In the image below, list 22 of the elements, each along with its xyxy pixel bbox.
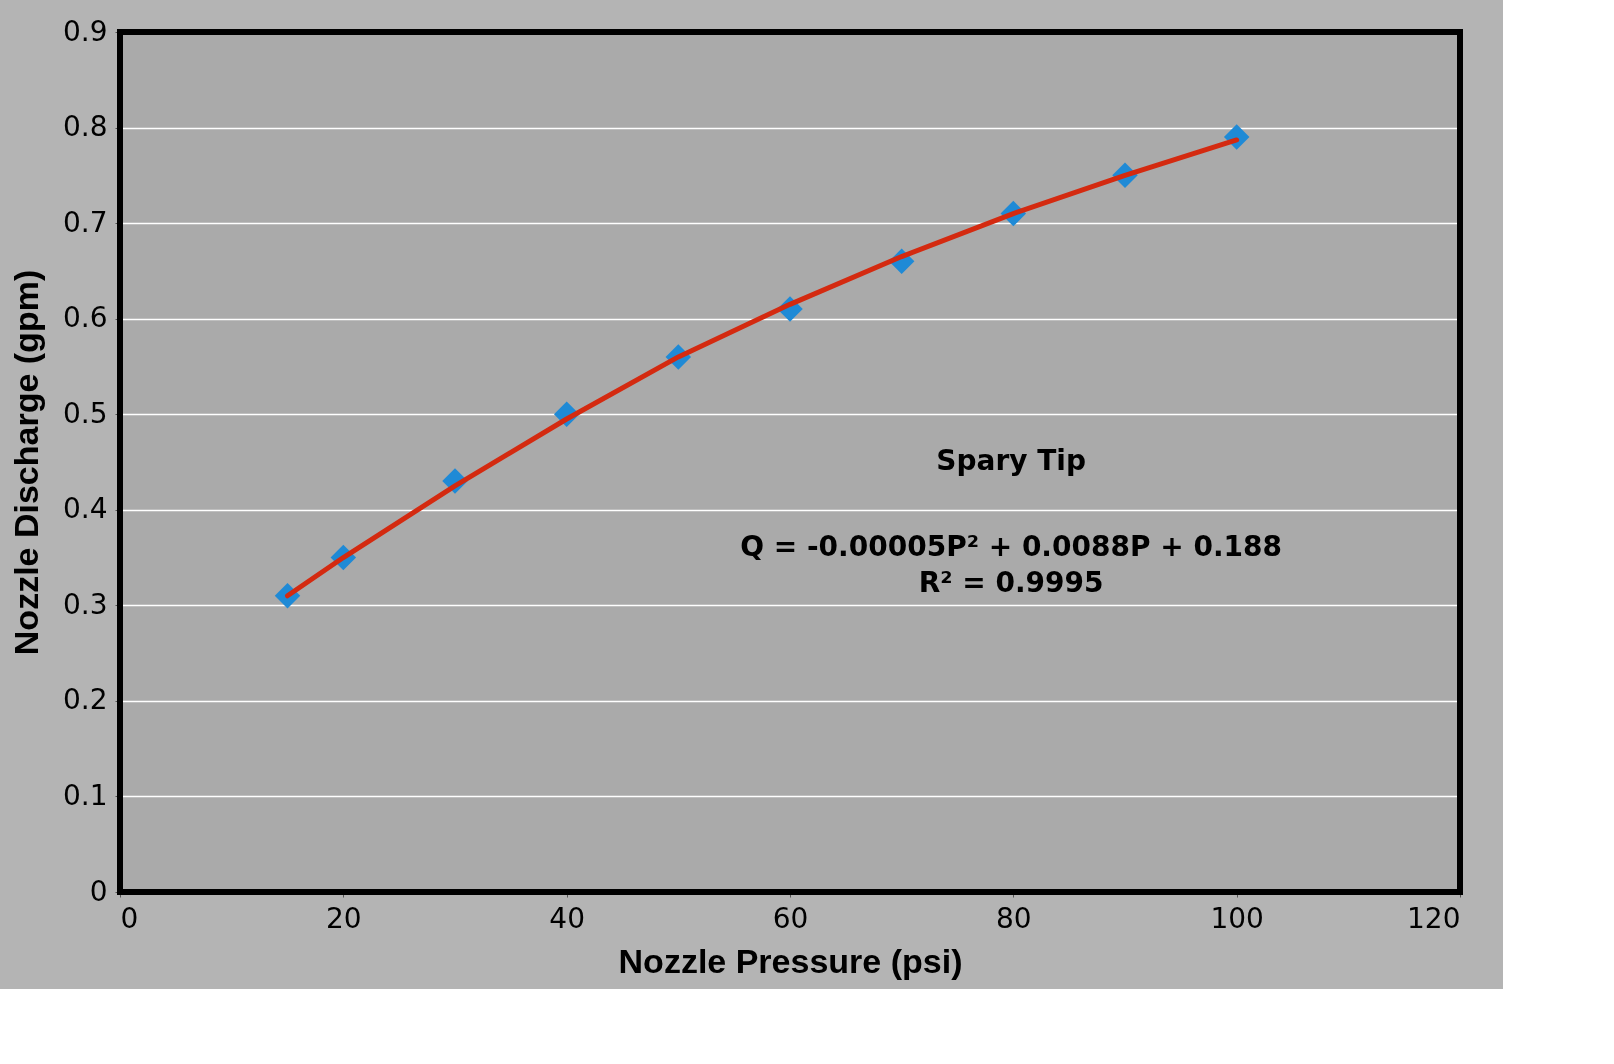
y-tick-label: 0.2 [62, 683, 108, 717]
y-tick-label: 0.8 [62, 110, 108, 144]
x-axis-title: Nozzle Pressure (psi) [618, 941, 963, 980]
x-tick-label: 0 [120, 901, 139, 935]
y-tick-label: 0.4 [62, 492, 108, 526]
x-tick-label: 60 [772, 901, 809, 935]
y-tick-label: 0.7 [62, 205, 108, 239]
annotation: Spary Tip [936, 444, 1086, 477]
x-tick-label: 20 [326, 901, 362, 935]
annotation: R² = 0.9995 [918, 566, 1104, 600]
x-tick-label: 100 [1210, 901, 1264, 935]
x-tick-label: 80 [996, 901, 1032, 935]
x-tick-label: 120 [1407, 901, 1461, 935]
annotation: Q = -0.00005P² + 0.0088P + 0.188 [740, 530, 1282, 563]
y-tick-label: 0.3 [62, 587, 108, 621]
y-tick-label: 0 [89, 874, 108, 908]
y-tick-label: 0.6 [62, 301, 108, 335]
x-tick-label: 40 [549, 901, 585, 935]
y-tick-label: 0.9 [62, 14, 108, 48]
y-tick-label: 0.5 [62, 396, 108, 430]
y-tick-label: 0.1 [62, 778, 108, 812]
y-axis-title: Nozzle Discharge (gpm) [6, 269, 45, 656]
